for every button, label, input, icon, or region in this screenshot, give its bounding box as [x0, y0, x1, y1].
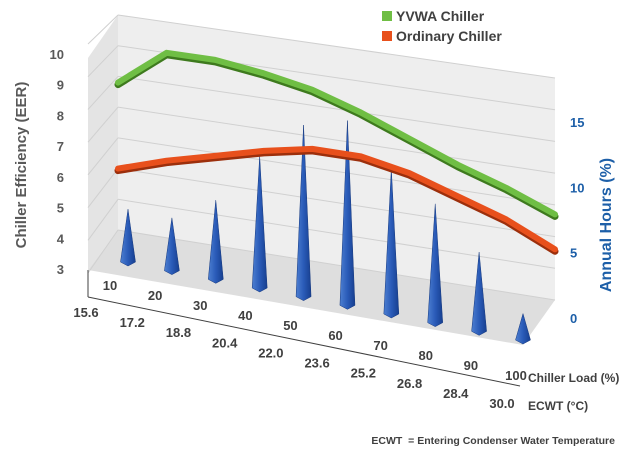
gridline: [117, 106, 556, 174]
cone-bar: [427, 203, 443, 327]
x-tick-load: 90: [464, 358, 478, 373]
x-axis-line: [87, 296, 521, 387]
legend: YVWA Chiller Ordinary Chiller: [382, 8, 502, 44]
gridline: [117, 198, 556, 269]
legend-swatch-ordinary: [382, 31, 392, 41]
y-tick-left: 9: [57, 78, 64, 93]
x-tick-ecwt: 26.8: [397, 376, 422, 391]
gridline: [117, 137, 556, 206]
gridline: [87, 137, 119, 176]
legend-label-yvwa: YVWA Chiller: [396, 8, 485, 24]
gridline: [117, 168, 556, 238]
gridline: [117, 75, 556, 142]
cone-bar: [164, 217, 180, 275]
x-tick-load: 50: [283, 318, 297, 333]
y-tick-right: 15: [570, 115, 584, 130]
y-tick-left: 4: [57, 231, 65, 246]
x-tick-ecwt: 30.0: [489, 396, 514, 411]
x-tick-load: 60: [328, 328, 342, 343]
cone-bar: [120, 209, 136, 267]
y-tick-right: 0: [570, 311, 577, 326]
x-tick-load: 70: [373, 338, 387, 353]
x-tick-ecwt: 25.2: [351, 366, 376, 381]
cone-bar: [471, 252, 487, 336]
x-tick-load: 20: [148, 288, 162, 303]
y-tick-left: 6: [57, 170, 64, 185]
gridline: [87, 198, 119, 241]
x-tick-ecwt: 20.4: [212, 335, 238, 350]
gridline: [87, 229, 119, 274]
cone-bar: [515, 312, 531, 345]
y-tick-left: 5: [57, 201, 64, 216]
x-axis-title-load: Chiller Load (%): [528, 371, 619, 385]
cone-bar: [295, 125, 312, 301]
gridline: [87, 106, 119, 143]
series-line-yvwa: [115, 49, 558, 218]
x-tick-load: 100: [505, 368, 527, 383]
y-tick-left: 8: [57, 108, 64, 123]
y-tick-left: 10: [50, 47, 64, 62]
gridline: [87, 76, 119, 110]
left-wall: [88, 15, 118, 270]
cone-bar: [208, 200, 224, 284]
x-axis-title-ecwt: ECWT (°C): [528, 399, 588, 413]
y-axis-left-title: Chiller Efficiency (EER): [13, 82, 30, 249]
x-tick-load: 40: [238, 308, 252, 323]
gridline: [87, 45, 119, 78]
x-tick-ecwt: 28.4: [443, 386, 469, 401]
x-tick-ecwt: 18.8: [166, 325, 191, 340]
x-tick-ecwt: 15.6: [73, 305, 98, 320]
series-line-ordinary: [115, 145, 558, 253]
y-tick-left: 3: [57, 262, 64, 277]
x-tick-ecwt: 17.2: [120, 315, 145, 330]
cone-bar: [251, 155, 268, 293]
footnote: ECWT = Entering Condenser Water Temperat…: [371, 435, 615, 447]
x-tick-load: 10: [103, 278, 117, 293]
legend-swatch-yvwa: [382, 11, 392, 21]
y-tick-right: 5: [570, 246, 577, 261]
legend-label-ordinary: Ordinary Chiller: [396, 28, 502, 44]
y-tick-left: 7: [57, 139, 64, 154]
gridline: [117, 14, 556, 79]
y-tick-right: 10: [570, 180, 584, 195]
x-tick-ecwt: 22.0: [258, 345, 283, 360]
x-tick-ecwt: 23.6: [304, 356, 329, 371]
x-tick-load: 30: [193, 298, 207, 313]
gridline: [87, 168, 119, 208]
cone-bar: [339, 120, 356, 310]
y-axis-right-title: Annual Hours (%): [598, 158, 615, 292]
gridline: [87, 14, 119, 45]
cone-bar: [383, 168, 400, 319]
x-tick-load: 80: [419, 348, 433, 363]
